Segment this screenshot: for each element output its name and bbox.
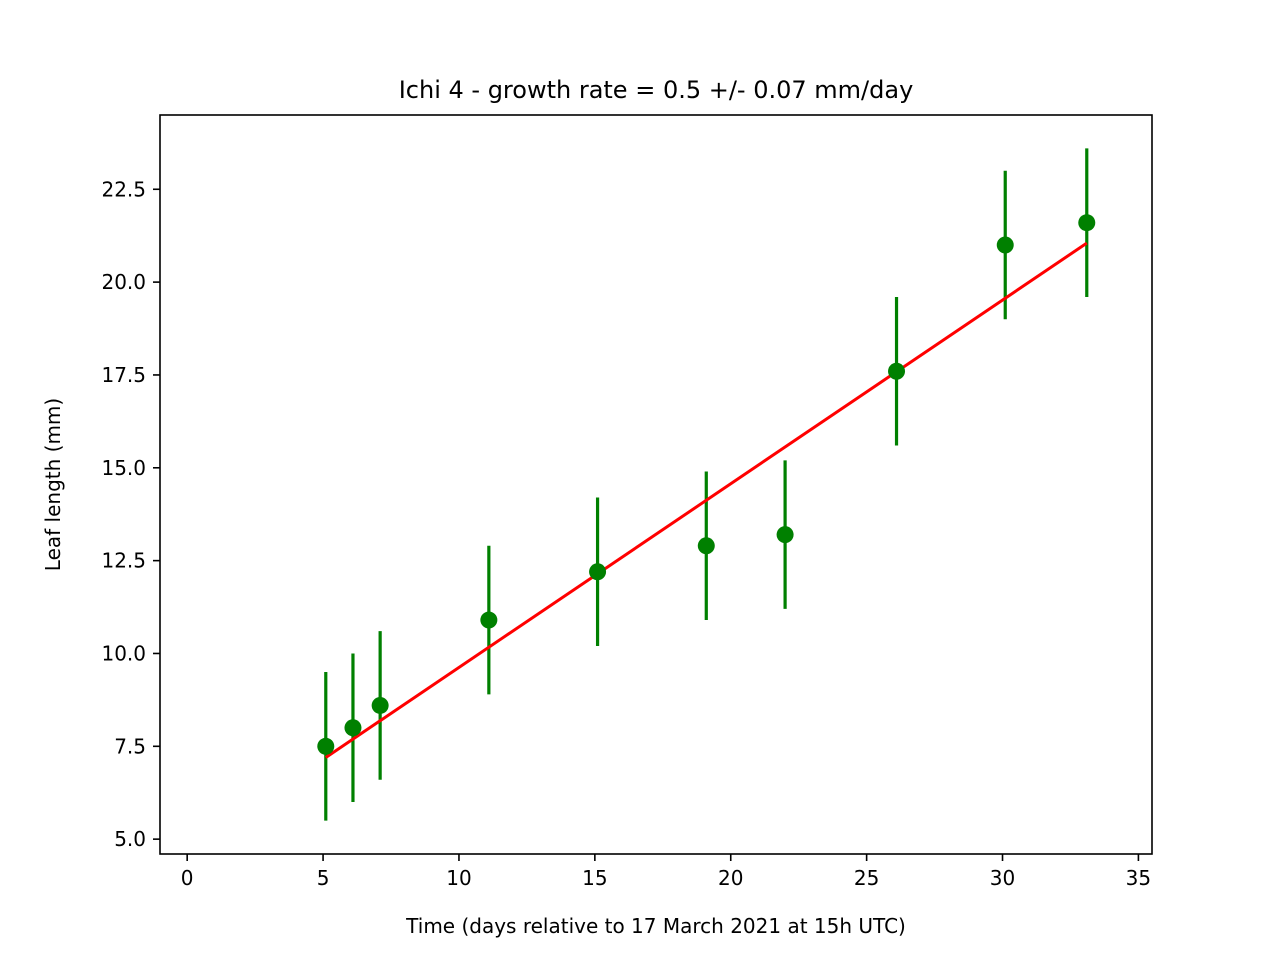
data-point xyxy=(888,362,906,380)
y-axis-ticks: 5.0 7.5 10.0 12.5 15.0 17.5 20.0 22.5 xyxy=(101,177,160,851)
data-point xyxy=(776,526,794,544)
x-axis-title: Time (days relative to 17 March 2021 at … xyxy=(405,914,906,938)
y-tick-label: 10.0 xyxy=(101,641,146,665)
x-tick-label: 5 xyxy=(317,866,330,890)
data-point xyxy=(996,236,1014,254)
x-tick-label: 30 xyxy=(990,866,1015,890)
chart-title: Ichi 4 - growth rate = 0.5 +/- 0.07 mm/d… xyxy=(399,76,914,104)
y-tick-label: 22.5 xyxy=(101,177,146,201)
y-tick-label: 20.0 xyxy=(101,270,146,294)
data-point xyxy=(371,696,389,714)
x-tick-label: 15 xyxy=(582,866,607,890)
series-layer xyxy=(317,148,1096,821)
data-point xyxy=(589,563,607,581)
y-tick-label: 12.5 xyxy=(101,549,146,573)
y-tick-label: 15.0 xyxy=(101,456,146,480)
x-tick-label: 20 xyxy=(718,866,743,890)
x-tick-label: 25 xyxy=(854,866,879,890)
data-point xyxy=(480,611,498,629)
y-tick-label: 5.0 xyxy=(114,827,146,851)
x-tick-label: 10 xyxy=(446,866,471,890)
x-tick-label: 0 xyxy=(181,866,194,890)
data-point xyxy=(697,537,715,555)
plot-area xyxy=(159,114,1153,855)
fit-line xyxy=(324,241,1088,759)
y-tick-label: 7.5 xyxy=(114,734,146,758)
y-axis-title: Leaf length (mm) xyxy=(41,398,65,571)
data-point xyxy=(317,737,335,755)
x-tick-label: 35 xyxy=(1126,866,1151,890)
y-tick-label: 17.5 xyxy=(101,363,146,387)
data-point xyxy=(1078,214,1096,232)
data-point xyxy=(344,719,362,737)
x-axis-ticks: 0 5 10 15 20 25 30 35 xyxy=(181,854,1151,890)
